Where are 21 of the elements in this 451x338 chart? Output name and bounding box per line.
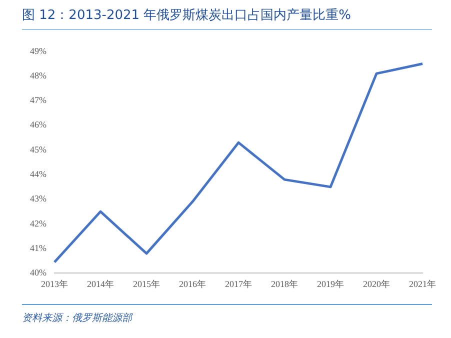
y-tick-label: 47% [30,95,47,106]
x-tick-label: 2020年 [363,278,390,289]
y-tick-label: 43% [30,194,47,204]
chart-title: 图 12：2013-2021 年俄罗斯煤炭出口占国内产量比重% [22,6,432,30]
y-tick-label: 40% [30,268,47,278]
x-tick-label: 2021年 [409,278,436,289]
y-tick-label: 48% [30,70,47,80]
y-tick-label: 45% [30,144,47,154]
y-tick-label: 41% [30,242,47,253]
x-tick-label: 2016年 [179,278,206,289]
y-tick-label: 49% [30,46,47,56]
x-tick-label: 2013年 [40,278,68,289]
x-tick-label: 2019年 [317,278,344,289]
x-tick-label: 2018年 [271,278,298,289]
y-tick-label: 42% [30,218,47,228]
text: 资料来源：俄罗斯能源部 [22,304,432,325]
x-tick-label: 2015年 [133,278,160,289]
x-tick-label: 2017年 [225,278,252,289]
y-tick-label: 46% [30,120,47,130]
x-tick-label: 2014年 [86,278,114,289]
y-tick-label: 44% [30,168,47,179]
